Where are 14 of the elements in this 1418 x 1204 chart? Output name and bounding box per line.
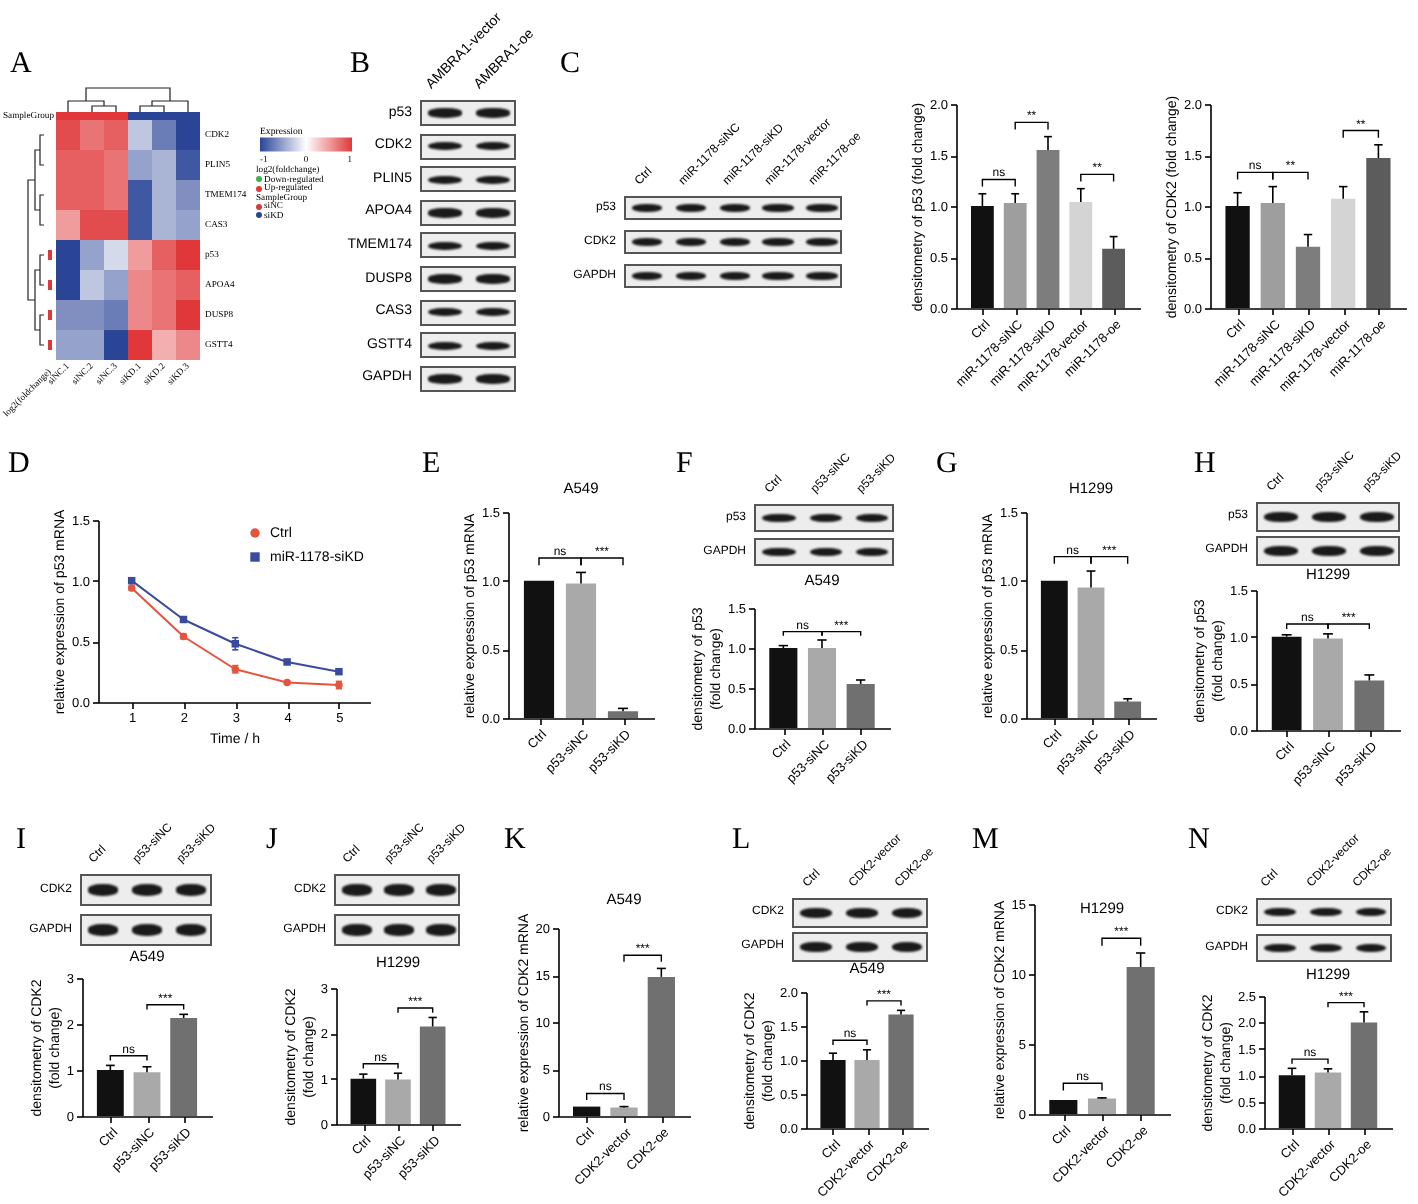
text: N <box>1188 824 1210 856</box>
text: M <box>972 824 999 856</box>
text: E <box>422 448 441 480</box>
text: A <box>10 48 32 80</box>
text: G <box>936 448 958 480</box>
text: F <box>676 448 693 480</box>
text: H <box>1194 448 1216 480</box>
text: D <box>8 448 30 480</box>
text: J <box>266 824 278 856</box>
text: C <box>560 48 581 80</box>
text: I <box>16 824 26 856</box>
text: K <box>504 824 526 856</box>
text: L <box>732 824 751 856</box>
text: B <box>350 48 371 80</box>
